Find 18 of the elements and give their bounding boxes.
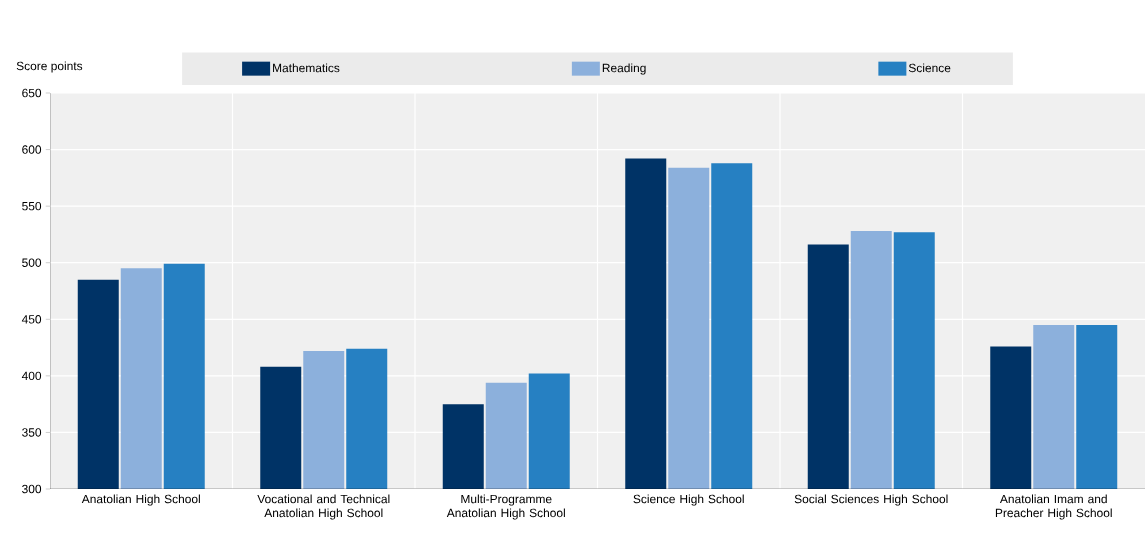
y-tick-label: 550 xyxy=(22,201,42,211)
x-tick-label: Social Sciences High School xyxy=(794,494,948,506)
y-tick-label: 350 xyxy=(22,428,42,437)
x-tick-label: Science High School xyxy=(633,494,744,506)
x-tick-label: Anatolian High School xyxy=(81,494,200,506)
y-tick-label: 600 xyxy=(22,145,42,154)
legend-label: Science xyxy=(908,63,951,73)
y-tick-label: 300 xyxy=(22,484,42,494)
y-tick-label: 400 xyxy=(21,371,42,381)
y-tick-label: 450 xyxy=(21,315,42,324)
x-tick-label: Multi-Programme Anatolian High School xyxy=(446,494,565,520)
y-axis-title: Score points xyxy=(16,61,83,73)
x-tick-label: Vocational and Technical Anatolian High School xyxy=(257,494,390,520)
x-tick-label: Anatolian Imam and Preacher High School xyxy=(995,494,1112,520)
y-tick-label: 650 xyxy=(22,88,42,98)
legend-label: Mathematics xyxy=(273,63,340,73)
y-tick-label: 500 xyxy=(22,258,42,267)
legend-label: Reading xyxy=(602,63,646,75)
